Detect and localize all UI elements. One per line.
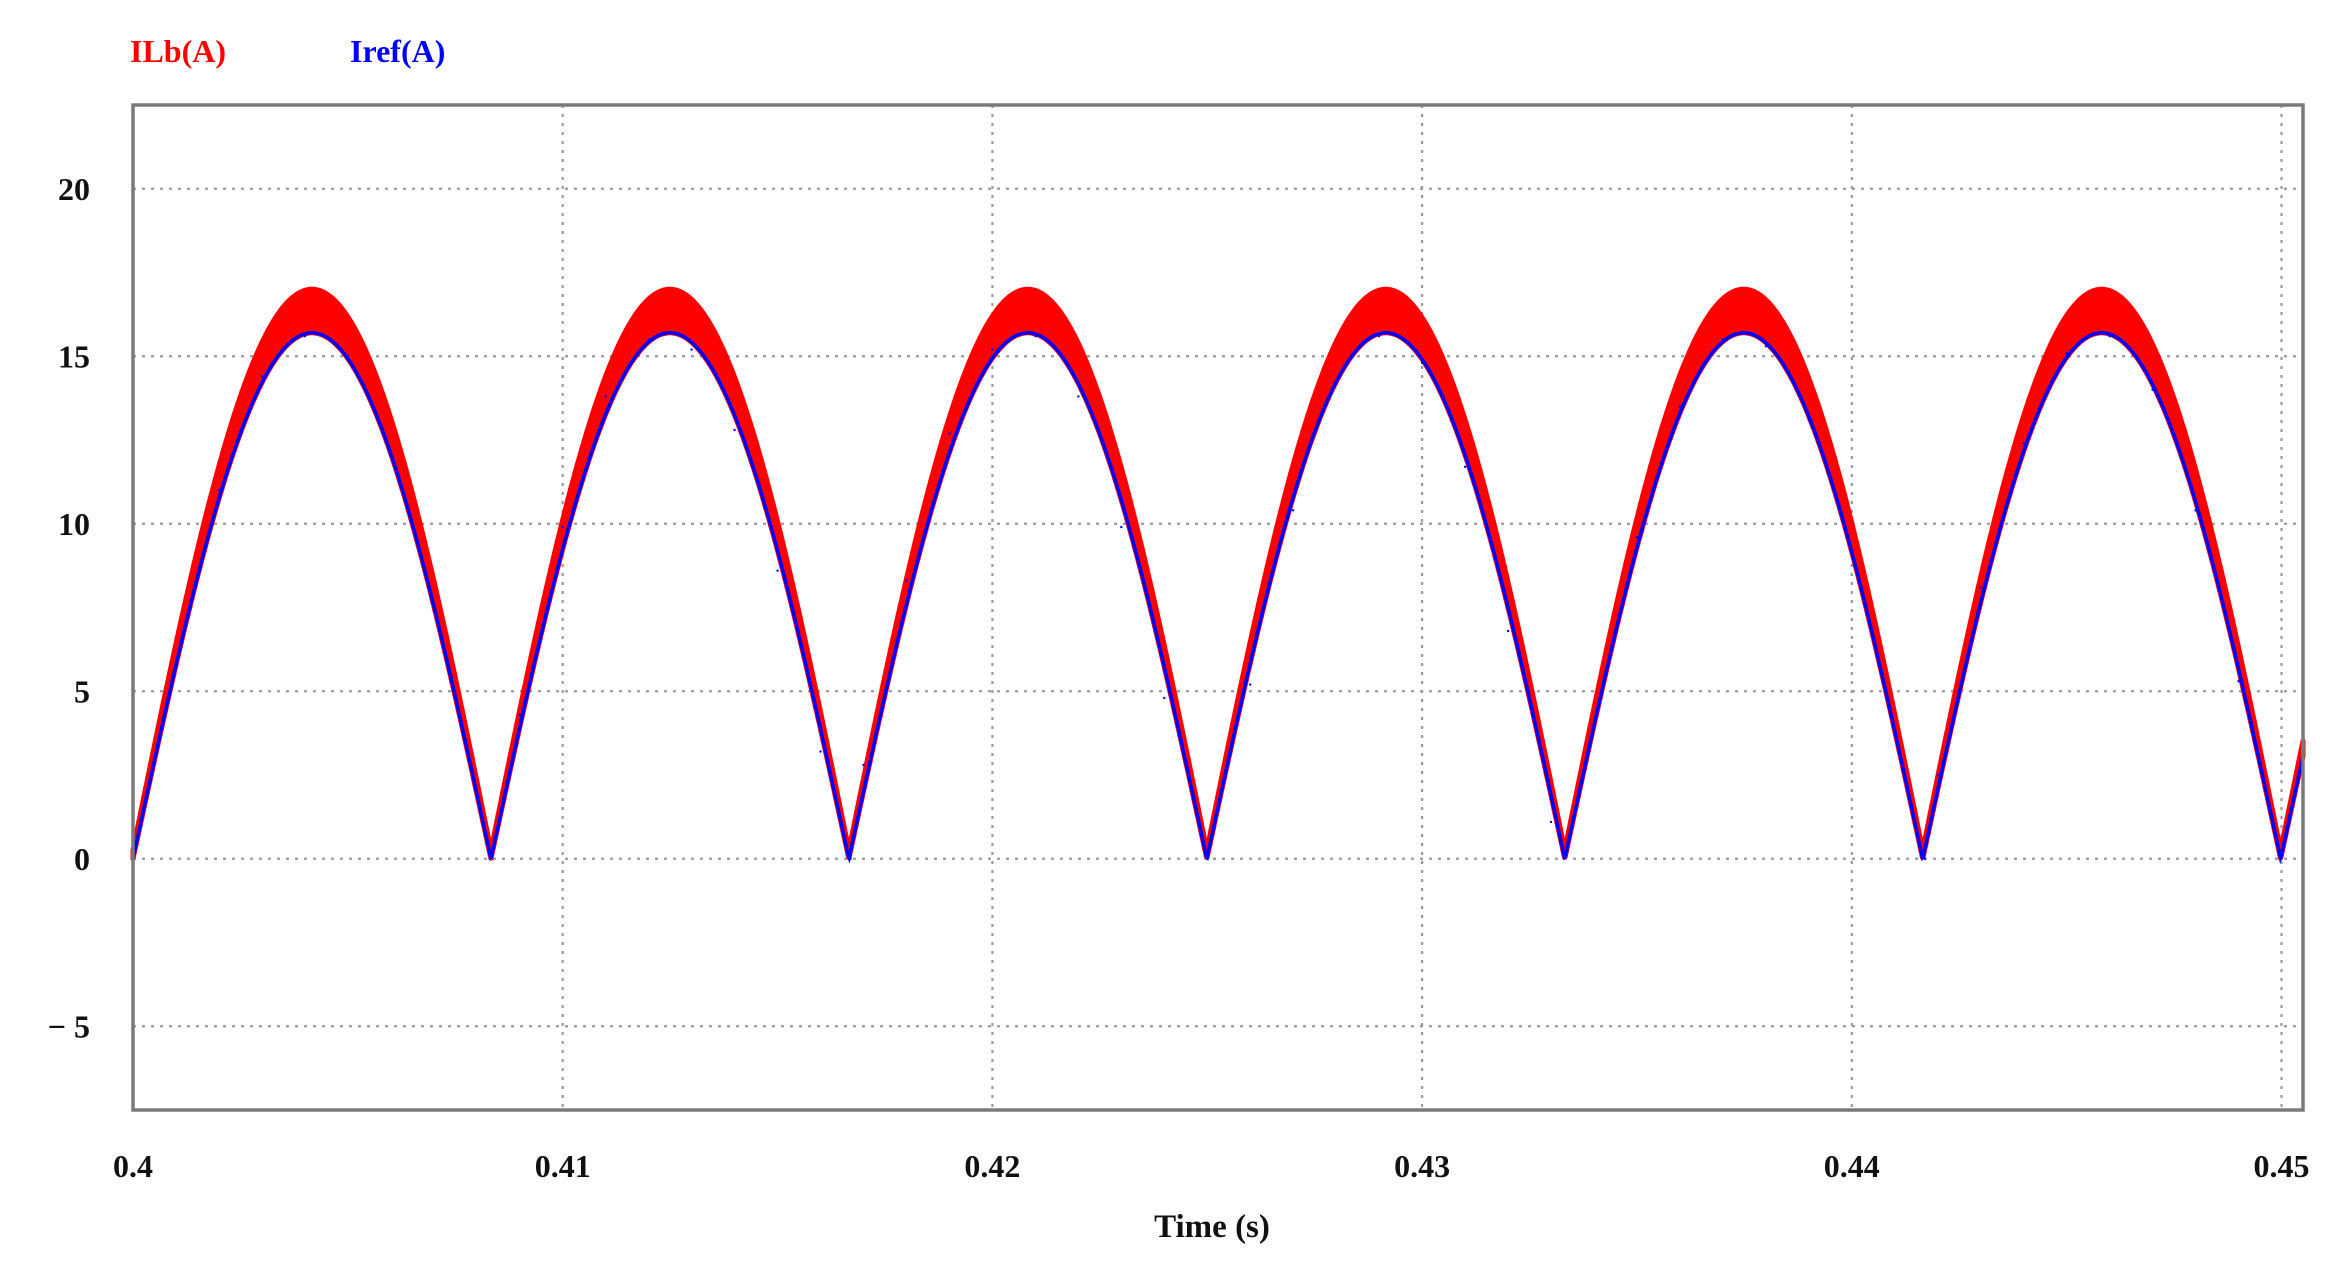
series-ilb-band [130, 286, 2306, 862]
iref-point [1025, 331, 1028, 334]
iref-point [690, 348, 693, 351]
iref-point [1334, 381, 1338, 385]
iref-point [1936, 773, 1939, 777]
iref-point [1850, 552, 1854, 556]
iref-point [1592, 723, 1596, 726]
iref-point [1721, 338, 1725, 341]
iref-point [1377, 334, 1381, 338]
iref-point [1562, 857, 1566, 860]
iref-point [1764, 345, 1768, 348]
iref-point [1635, 535, 1639, 539]
iref-point [1743, 331, 1746, 334]
iref-point [174, 663, 178, 666]
legend-item-ilb: ILb(A) [130, 33, 226, 69]
iref-point [1807, 418, 1811, 422]
iref-point [948, 432, 951, 435]
iref-point [2151, 388, 2154, 391]
iref-point [2237, 680, 2240, 683]
iref-point [905, 579, 908, 582]
iref-point [862, 763, 865, 767]
iref-point [217, 489, 221, 492]
iref-point [849, 857, 852, 860]
y-tick-label: 0 [74, 841, 90, 877]
x-tick-label: 0.44 [1824, 1148, 1880, 1184]
iref-point [1979, 586, 1982, 589]
iref-point [561, 525, 564, 529]
iref-point [303, 334, 307, 338]
iref-point [2022, 442, 2025, 445]
legend: ILb(A) Iref(A) [130, 33, 445, 69]
plot-frame [131, 103, 2305, 1112]
iref-point [1386, 331, 1389, 334]
iref-point [518, 713, 521, 716]
iref-point [1923, 857, 1927, 860]
iref-point [1163, 696, 1166, 700]
iref-point [1206, 857, 1209, 860]
iref-point [668, 331, 672, 334]
iref-point [2108, 334, 2111, 338]
series-layer [130, 286, 2306, 864]
iref-point [2065, 351, 2068, 355]
iref-point [1506, 629, 1510, 633]
x-tick-label: 0.41 [535, 1148, 591, 1184]
iref-point [991, 348, 994, 351]
iref-point [1249, 683, 1252, 686]
iref-point [604, 395, 607, 398]
iref-point [1120, 525, 1123, 529]
iref-point [475, 790, 478, 793]
y-tick-label: − 5 [48, 1008, 90, 1044]
iref-point [733, 428, 736, 432]
x-tick-label: 0.4 [113, 1148, 153, 1184]
iref-point [389, 452, 393, 455]
iref-point [1549, 820, 1553, 824]
legend-item-iref: Iref(A) [350, 33, 445, 69]
y-tick-label: 20 [58, 171, 90, 207]
iref-point [2280, 857, 2283, 860]
iref-point [432, 602, 435, 606]
iref-point [488, 857, 491, 860]
iref-point [1893, 733, 1896, 736]
x-tick-label: 0.42 [964, 1148, 1020, 1184]
iref-point [2194, 509, 2197, 512]
iref-point [647, 338, 650, 341]
y-tick-label: 5 [74, 673, 90, 709]
iref-point [776, 569, 779, 572]
iref-point [1420, 361, 1424, 365]
x-axis-title: Time (s) [1154, 1209, 1270, 1245]
iref-point [2099, 331, 2103, 334]
iref-point [1463, 465, 1467, 468]
y-tick-label: 10 [58, 506, 90, 542]
iref-point [819, 750, 822, 753]
x-tick-label: 0.45 [2254, 1148, 2310, 1184]
iref-point [346, 355, 350, 358]
iref-point [1077, 395, 1080, 398]
y-tick-label: 15 [58, 338, 90, 374]
iref-point [1678, 405, 1682, 408]
iref-point [312, 331, 315, 334]
iref-point [1291, 509, 1295, 512]
x-axis-ticks: 0.4 0.41 0.42 0.43 0.44 0.45 [113, 1148, 2310, 1184]
y-axis-ticks: − 5 0 5 10 15 20 [48, 171, 90, 1045]
x-tick-label: 0.43 [1394, 1148, 1450, 1184]
iref-point [260, 375, 264, 378]
series-iref-line [131, 331, 2305, 864]
iref-point [1034, 334, 1037, 338]
grid [133, 105, 2303, 1110]
